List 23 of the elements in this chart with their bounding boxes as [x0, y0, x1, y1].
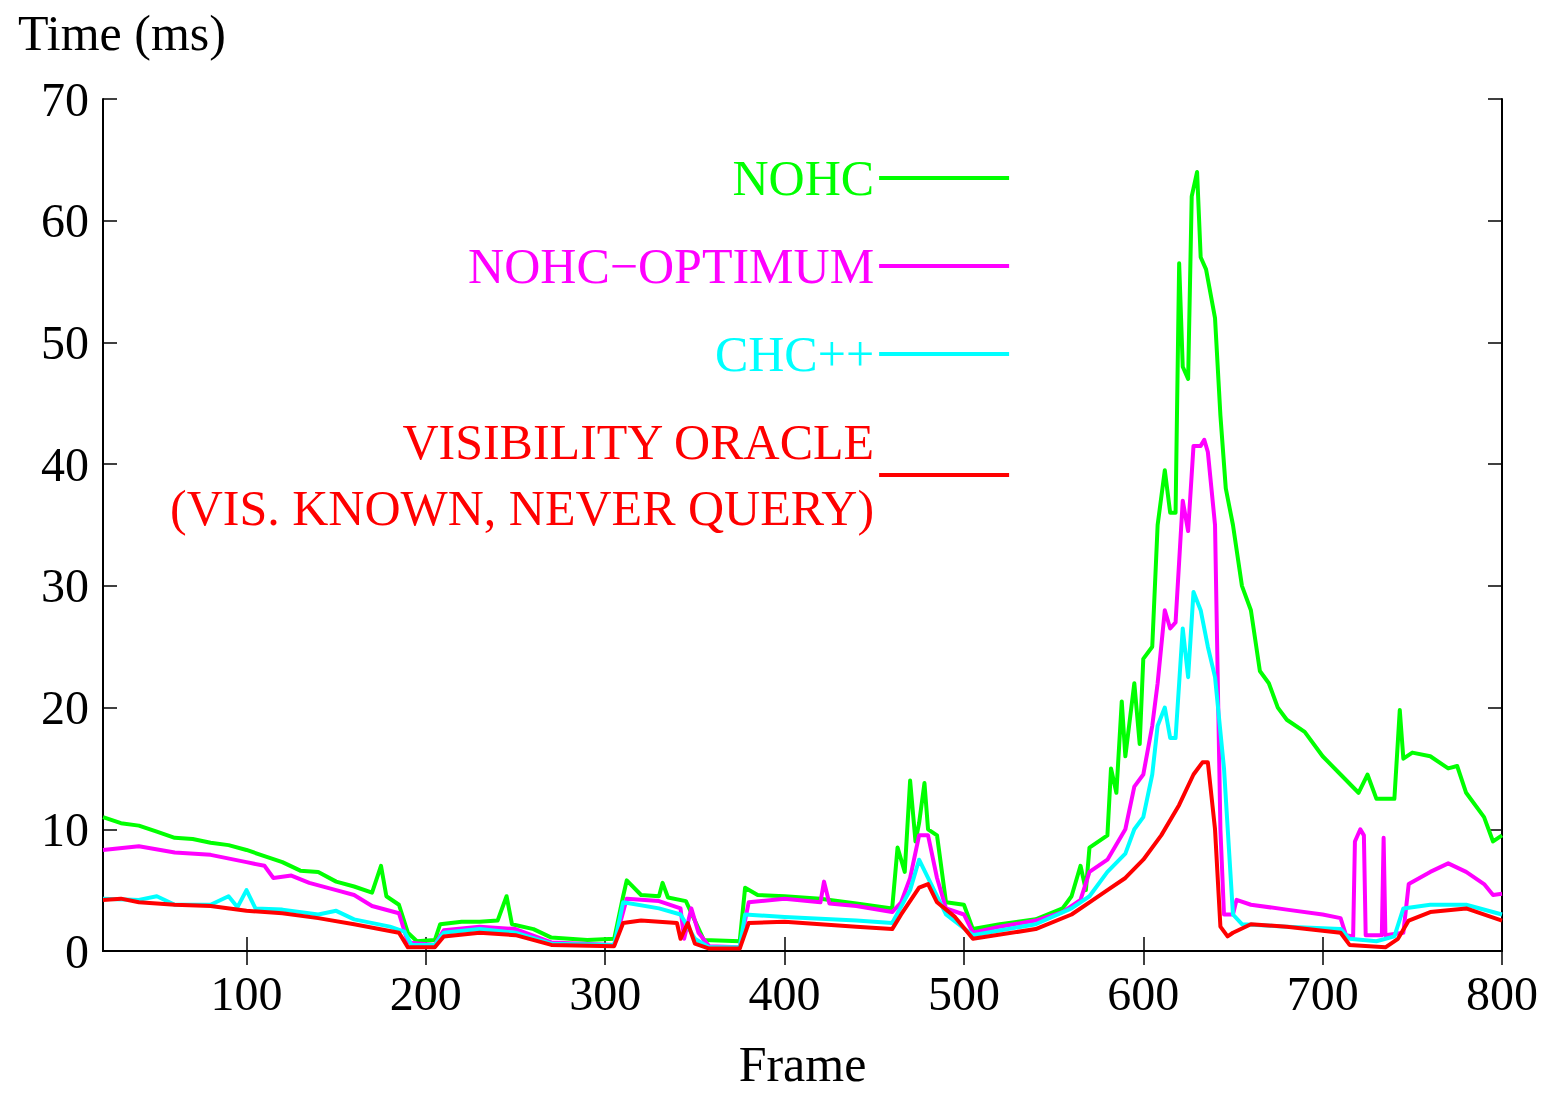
legend-label: NOHC: [732, 150, 875, 206]
y-tick-label: 20: [41, 681, 89, 735]
x-tick-label: 400: [748, 966, 821, 1020]
x-tick-label: 600: [1107, 966, 1180, 1020]
x-tick-label: 700: [1286, 966, 1359, 1020]
line-series: [101, 760, 1504, 951]
y-tick-label: 70: [41, 72, 89, 126]
x-tick-label: 800: [1466, 966, 1538, 1020]
y-tick-label: 50: [41, 315, 89, 369]
x-tick-label: 200: [389, 966, 462, 1020]
y-tick-label: 60: [41, 194, 89, 248]
y-tick-label: 0: [65, 924, 89, 978]
x-tick-label: 100: [210, 966, 283, 1020]
x-axis-title: Frame: [738, 1036, 867, 1092]
y-tick-label: 10: [41, 802, 89, 856]
x-tick-label: 300: [569, 966, 642, 1020]
legend-label: VISIBILITY ORACLE (VIS. KNOWN, NEVER QUERY): [169, 414, 875, 536]
y-tick-label: 30: [41, 559, 89, 613]
y-tick-label: 40: [41, 437, 89, 491]
y-axis-title: Time (ms): [18, 5, 226, 61]
x-tick-label: 500: [927, 966, 1000, 1020]
legend-label: NOHC−OPTIMUM: [468, 238, 875, 294]
legend-label: CHC++: [714, 326, 875, 382]
